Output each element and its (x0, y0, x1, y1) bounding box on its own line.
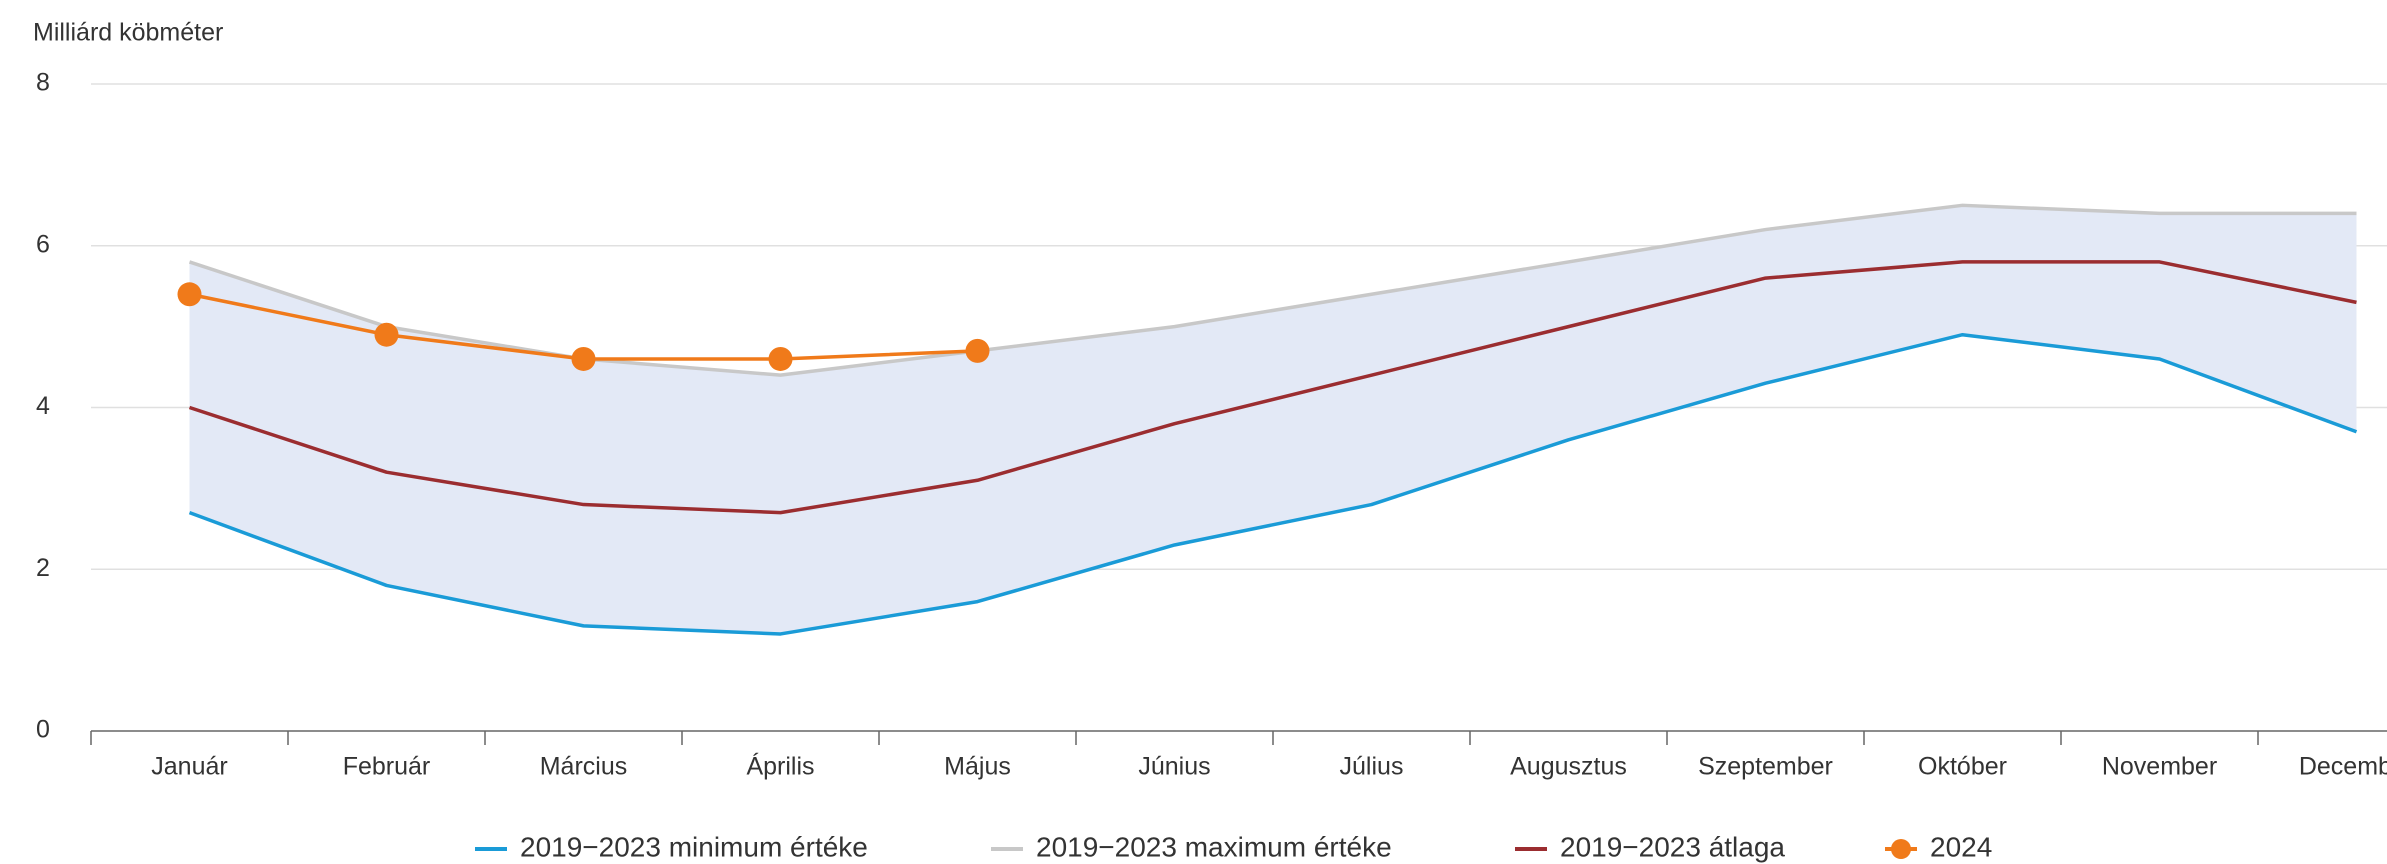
y-axis-label: Milliárd köbméter (33, 19, 223, 47)
x-tick-label: December (2299, 753, 2387, 781)
point (768, 346, 793, 371)
legend-label: 2024 (1930, 831, 1992, 862)
legend-label: 2019−2023 maximum értéke (1036, 831, 1392, 862)
y-tick-label: 8 (36, 69, 50, 97)
x-tick-label: Május (944, 753, 1011, 781)
x-tick-label: Szeptember (1698, 753, 1833, 781)
range-band (189, 205, 2357, 634)
legend-marker (1891, 839, 1911, 859)
point (177, 282, 202, 307)
x-tick-label: Június (1138, 753, 1210, 781)
point (571, 346, 596, 371)
y-tick-label: 4 (36, 392, 50, 420)
series-line (188, 260, 2357, 515)
legend-label: 2019−2023 átlaga (1560, 831, 1785, 862)
y-tick-label: 0 (36, 716, 50, 744)
y-tick-label: 2 (36, 554, 50, 582)
x-tick-label: Január (151, 753, 227, 781)
x-tick-label: Február (343, 753, 431, 781)
series-line (188, 332, 2358, 636)
x-tick-label: Július (1340, 753, 1404, 781)
x-tick-label: Április (746, 752, 814, 781)
x-tick-label: Március (540, 753, 628, 781)
point (374, 322, 399, 347)
x-tick-label: November (2102, 753, 2217, 781)
legend-label: 2019−2023 minimum értéke (520, 831, 868, 862)
y-tick-label: 6 (36, 230, 50, 258)
point (965, 338, 990, 363)
x-tick-label: Augusztus (1510, 753, 1627, 781)
x-tick-label: Október (1918, 753, 2007, 781)
